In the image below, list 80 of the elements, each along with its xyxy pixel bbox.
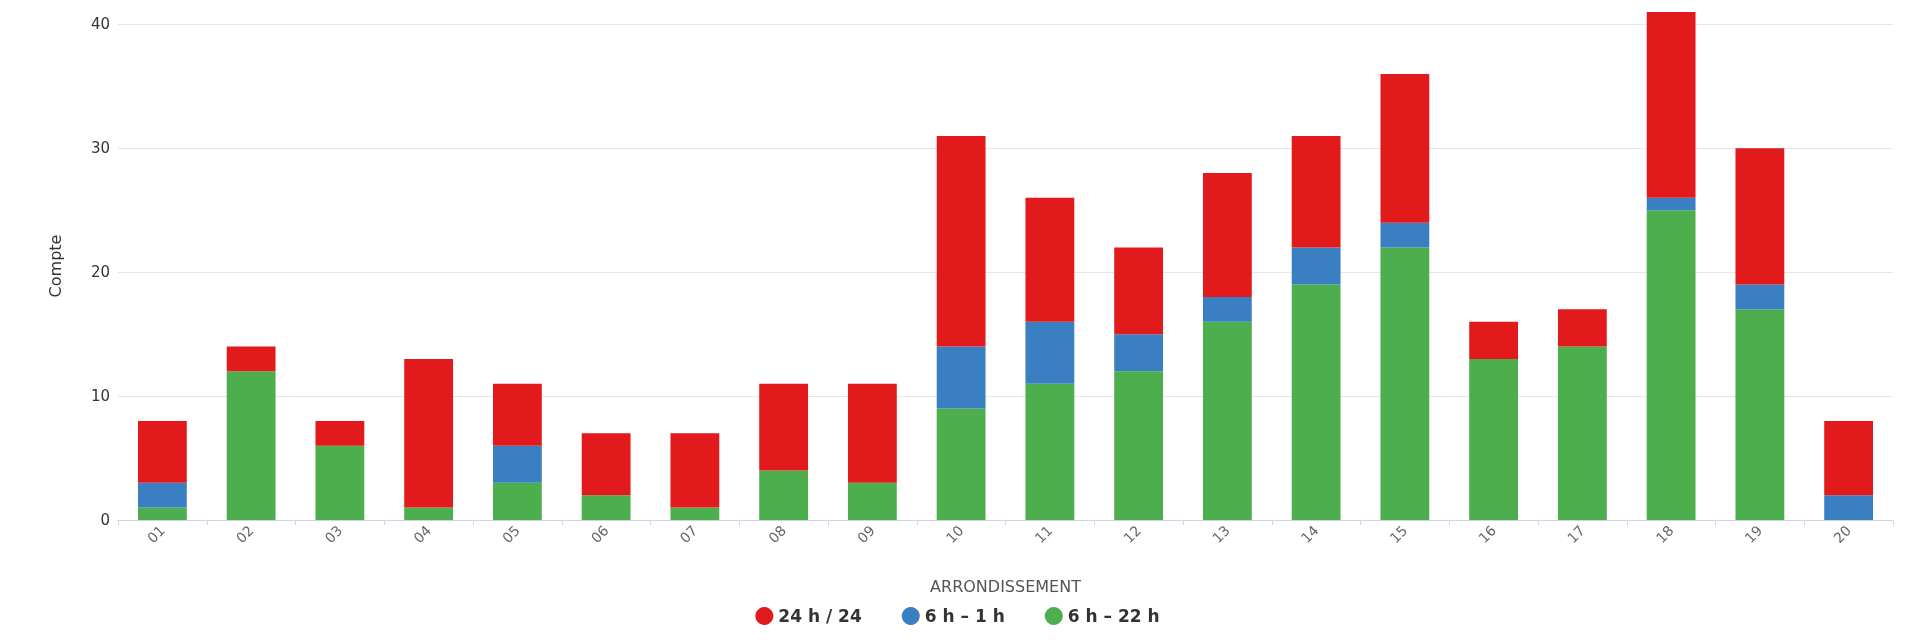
x-tick-label: 17 — [1564, 522, 1589, 547]
x-tick-label: 04 — [410, 522, 435, 547]
bar — [670, 433, 720, 508]
x-tick-label: 09 — [854, 522, 879, 547]
bar — [1735, 148, 1785, 285]
y-tick-label: 30 — [90, 139, 110, 158]
bar — [1291, 284, 1341, 520]
x-tick-label: 05 — [499, 522, 524, 547]
bar — [1025, 321, 1075, 384]
bar — [1735, 284, 1785, 310]
x-tick-label: 03 — [321, 522, 346, 547]
bar — [1646, 197, 1696, 211]
bar — [226, 346, 276, 372]
bar — [1646, 210, 1696, 520]
bar — [936, 135, 986, 347]
legend-label: 24 h / 24 — [778, 606, 862, 626]
bar — [137, 482, 187, 508]
bar — [1380, 247, 1430, 520]
x-tick-label: 11 — [1031, 522, 1056, 547]
bar — [936, 346, 986, 409]
bar — [759, 383, 809, 471]
bar — [1380, 73, 1430, 223]
bar — [226, 371, 276, 520]
bar — [404, 507, 454, 520]
x-tick-label: 15 — [1386, 522, 1411, 547]
y-tick-label: 20 — [90, 263, 110, 282]
bar — [1291, 135, 1341, 248]
bar — [1735, 309, 1785, 520]
bar — [1114, 334, 1164, 372]
y-tick-label: 40 — [90, 15, 110, 34]
bar — [404, 358, 454, 508]
bar — [1025, 383, 1075, 520]
bar — [137, 420, 187, 483]
y-tick-label: 10 — [90, 387, 110, 406]
bar — [1202, 321, 1252, 520]
bar — [1469, 321, 1519, 359]
bar — [1202, 296, 1252, 322]
x-tick-label: 20 — [1830, 522, 1855, 547]
y-tick-label: 0 — [100, 511, 110, 529]
legend-label: 6 h – 22 h — [1067, 606, 1160, 626]
bar — [1824, 420, 1874, 496]
bar — [847, 383, 897, 483]
bar — [1114, 371, 1164, 520]
x-tick-label: 12 — [1120, 522, 1145, 547]
x-axis-title: ARRONDISSEMENT — [930, 576, 1082, 596]
bar — [759, 470, 809, 520]
x-tick-label: 18 — [1652, 522, 1677, 547]
bar — [492, 482, 542, 520]
bar — [137, 507, 187, 520]
x-tick-label: 08 — [765, 522, 790, 547]
bar — [492, 445, 542, 483]
x-tick-label: 14 — [1297, 522, 1322, 547]
x-tick-label: 01 — [144, 522, 169, 547]
bar — [1557, 309, 1607, 347]
x-tick-label: 13 — [1209, 522, 1234, 547]
bar — [1202, 173, 1252, 297]
bar — [1291, 247, 1341, 285]
bar — [1380, 222, 1430, 248]
legend-label: 6 h – 1 h — [924, 606, 1005, 626]
bar — [581, 433, 631, 496]
bar — [936, 408, 986, 520]
x-tick-label: 02 — [232, 522, 257, 547]
bar — [1557, 346, 1607, 520]
bar — [1824, 495, 1874, 520]
y-axis-title: Compte — [45, 234, 65, 298]
bar — [581, 495, 631, 520]
x-tick-label: 07 — [676, 522, 701, 547]
bar — [492, 383, 542, 446]
bar — [1114, 247, 1164, 335]
bar — [670, 507, 720, 520]
bar — [847, 482, 897, 520]
bar — [1646, 12, 1696, 198]
x-tick-label: 06 — [587, 522, 612, 547]
bar — [1469, 358, 1519, 520]
x-tick-label: 19 — [1741, 522, 1766, 547]
bar — [1025, 197, 1075, 322]
bar — [315, 420, 365, 446]
x-tick-label: 16 — [1475, 522, 1500, 547]
x-tick-label: 10 — [942, 522, 967, 547]
bar — [315, 445, 365, 520]
